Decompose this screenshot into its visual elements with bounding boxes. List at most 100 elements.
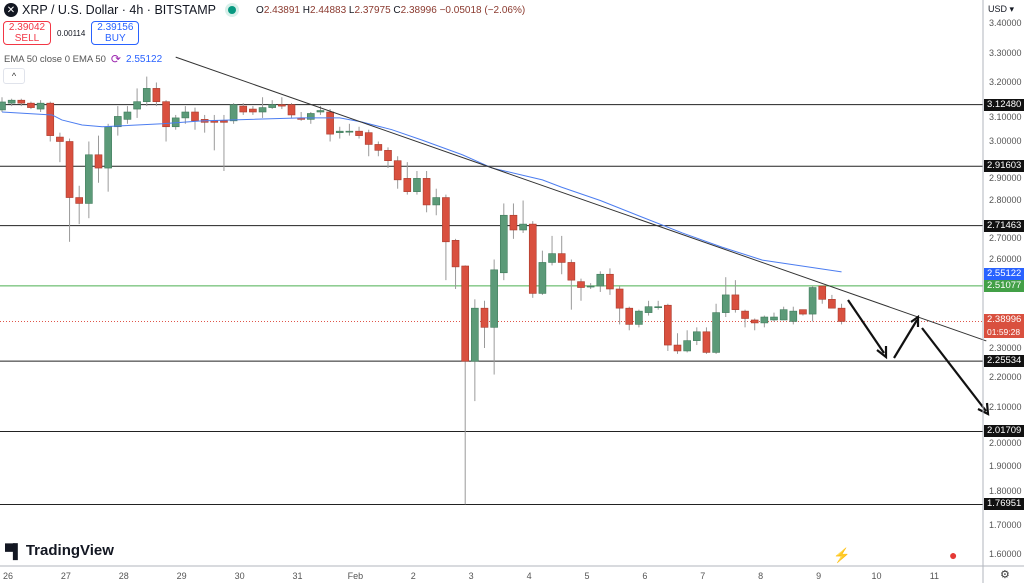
candle [258, 97, 267, 118]
ema-label: EMA 50 close 0 EMA 50 [4, 53, 106, 65]
us-flag-icon[interactable]: ● [949, 547, 958, 563]
candle [702, 327, 711, 354]
candle [0, 97, 6, 112]
candle [46, 101, 55, 142]
candle-body [615, 288, 624, 309]
candle [625, 306, 634, 331]
time-tick: 2 [410, 571, 416, 581]
candle [162, 100, 170, 142]
tradingview-logo[interactable]: ▀▌ TradingView [5, 542, 114, 559]
candle-body [393, 160, 402, 181]
candle [181, 106, 190, 124]
candle [75, 185, 83, 225]
symbol-title[interactable]: XRP / U.S. Dollar · 4h · BITSTAMP [22, 3, 217, 17]
candle [249, 106, 257, 115]
candle-body [567, 262, 576, 281]
candle-body [152, 88, 161, 102]
trendline[interactable] [175, 56, 987, 342]
candle [104, 123, 112, 192]
arrowhead-icon [910, 314, 920, 327]
buy-button[interactable]: 2.39156 BUY [91, 21, 140, 45]
price-tick: 3.00000 [989, 136, 1022, 146]
sell-label: SELL [14, 33, 40, 44]
candle-body [364, 132, 373, 145]
candle [220, 114, 228, 171]
candle-body [210, 120, 219, 123]
candle-body [422, 178, 431, 206]
candle-body [36, 102, 45, 110]
candle-body [683, 340, 691, 352]
candle [413, 171, 421, 195]
candle [297, 112, 305, 121]
candle [36, 100, 45, 112]
candle-body [828, 299, 836, 309]
candle [229, 103, 238, 124]
candle-body [278, 104, 286, 107]
candle-body [577, 281, 585, 288]
candle [721, 277, 730, 318]
candle [364, 129, 373, 157]
candle-body [664, 304, 672, 346]
candle-body [789, 310, 798, 322]
candle [56, 132, 64, 163]
candle [403, 162, 412, 195]
lightning-icon[interactable]: ⚡ [833, 547, 851, 563]
candle-body [162, 101, 170, 128]
candle [393, 156, 402, 189]
candle-body [258, 107, 267, 113]
sync-icon[interactable]: ⟳ [110, 52, 121, 66]
candle [828, 294, 836, 309]
currency-selector[interactable]: USD ▾ [988, 4, 1015, 14]
price-tick: 3.40000 [989, 18, 1022, 28]
candle-body [123, 111, 132, 120]
candle [567, 259, 576, 310]
sell-price: 2.39042 [8, 22, 46, 33]
arrow-up [893, 319, 918, 359]
candle-body [461, 265, 470, 362]
candle [509, 203, 518, 239]
time-tick: 10 [871, 571, 882, 581]
candle [442, 194, 450, 281]
ohlc-values: O2.43891 H2.44883 L2.37975 C2.38996 −0.0… [256, 4, 526, 16]
ema-legend[interactable]: EMA 50 close 0 EMA 50 ⟳ 2.55122 [4, 52, 162, 66]
price-tick: 2.20000 [989, 372, 1022, 382]
candle [548, 235, 556, 266]
candle-body [85, 154, 93, 204]
level-price-tag: 1.76951 [984, 498, 1024, 511]
candle-body [191, 111, 199, 122]
sell-button[interactable]: 2.39042 SELL [3, 21, 51, 45]
candle-body [499, 214, 508, 274]
candle [712, 303, 720, 354]
candle-body [239, 105, 248, 113]
price-tick: 2.30000 [989, 342, 1022, 353]
level-price-tag: 2.25534 [984, 355, 1024, 368]
price-tick: 3.10000 [989, 111, 1022, 122]
candle-body [625, 307, 634, 325]
projection-arrows[interactable] [847, 299, 990, 416]
gear-icon[interactable]: ⚙ [1000, 569, 1010, 581]
candle-body [644, 306, 653, 313]
candle-body [808, 287, 817, 315]
candle-body [471, 307, 479, 362]
time-tick: 29 [176, 571, 187, 581]
candle [287, 103, 296, 118]
candle-body [17, 99, 26, 104]
candle-body [345, 130, 354, 133]
price-tick: 2.80000 [989, 195, 1022, 205]
candle-body [654, 306, 663, 309]
price-tick: 1.60000 [989, 549, 1022, 559]
chevron-up-icon[interactable]: ^ [3, 68, 25, 84]
candle-body [220, 120, 228, 123]
time-tick: 27 [60, 571, 71, 581]
candle [461, 265, 470, 505]
candle [731, 280, 740, 313]
candle [837, 303, 846, 325]
time-tick: Feb [347, 571, 364, 581]
candle-body [779, 309, 788, 321]
candle [480, 300, 489, 348]
symbol-header: ✕ XRP / U.S. Dollar · 4h · BITSTAMP O2.4… [4, 3, 525, 17]
candle-body [374, 144, 383, 151]
market-open-dot-icon [228, 6, 237, 14]
time-tick: 8 [758, 571, 764, 581]
